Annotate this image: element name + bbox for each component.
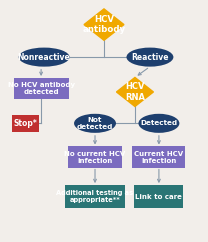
- Text: Stop*: Stop*: [13, 119, 37, 128]
- Polygon shape: [84, 9, 124, 40]
- Text: Current HCV
infection: Current HCV infection: [134, 151, 183, 164]
- Text: Not
detected: Not detected: [77, 117, 113, 130]
- Text: Reactive: Reactive: [131, 53, 169, 62]
- FancyBboxPatch shape: [65, 185, 125, 208]
- Text: Nonreactive: Nonreactive: [18, 53, 71, 62]
- Polygon shape: [116, 77, 154, 106]
- Ellipse shape: [74, 114, 116, 133]
- Text: HCV
RNA: HCV RNA: [125, 82, 145, 102]
- Text: Link to care: Link to care: [135, 194, 182, 199]
- Ellipse shape: [139, 114, 179, 133]
- Text: Detected: Detected: [140, 120, 177, 126]
- FancyBboxPatch shape: [132, 146, 185, 168]
- Ellipse shape: [19, 48, 69, 67]
- Text: Additional testing as
appropriate**: Additional testing as appropriate**: [56, 190, 134, 203]
- Text: HCV
antibody: HCV antibody: [82, 15, 126, 34]
- Text: No current HCV
infection: No current HCV infection: [64, 151, 126, 164]
- FancyBboxPatch shape: [14, 78, 69, 99]
- Text: No HCV antibody
detected: No HCV antibody detected: [7, 82, 75, 95]
- FancyBboxPatch shape: [12, 115, 39, 132]
- FancyBboxPatch shape: [134, 185, 183, 208]
- Ellipse shape: [126, 48, 173, 67]
- FancyBboxPatch shape: [68, 146, 123, 168]
